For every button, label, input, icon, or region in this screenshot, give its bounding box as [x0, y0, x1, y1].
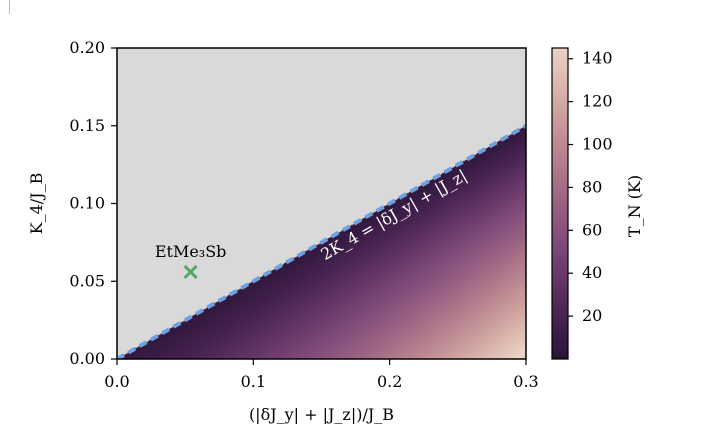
colorbar-gradient: [552, 48, 568, 359]
boundary-line: [117, 124, 526, 359]
colorbar-ticks: 20 40 60 80 100 120 140: [568, 49, 613, 325]
colorbar-tick-label: 40: [582, 263, 602, 282]
colorbar-tick-label: 60: [582, 220, 602, 239]
colorbar-frame: [551, 47, 569, 360]
plot-area: EtMe₃Sb 2K_4 = |δJ_y| + |J_z|: [116, 47, 527, 360]
colorbar-tick-label: 140: [582, 49, 613, 68]
x-tick-label: 0.2: [377, 372, 402, 391]
point-marker-stroke-b: [183, 264, 198, 279]
data-point-marker: [183, 264, 198, 279]
x-tick-label: 0.3: [513, 372, 538, 391]
point-label: EtMe₃Sb: [155, 242, 227, 261]
y-axis-label: K_4/J_B: [27, 173, 46, 235]
y-tick-label: 0.15: [69, 116, 105, 135]
x-tick-label: 0.1: [241, 372, 266, 391]
x-axis-ticks: 0.0 0.1 0.2 0.3: [104, 359, 539, 391]
colorbar: 20 40 60 80 100 120 140 T_N (K): [551, 47, 644, 360]
y-tick-label: 0.20: [69, 38, 105, 57]
window-edge-mark: [9, 0, 10, 14]
colorbar-tick-label: 80: [582, 177, 602, 196]
y-tick-label: 0.10: [69, 194, 105, 213]
heatmap-ordered-region: [117, 48, 526, 359]
y-axis-ticks: 0.00 0.05 0.10 0.15 0.20: [69, 38, 117, 368]
y-tick-label: 0.00: [69, 349, 105, 368]
y-tick-label: 0.05: [69, 271, 105, 290]
x-tick-label: 0.0: [104, 372, 129, 391]
colorbar-tick-label: 120: [582, 92, 613, 111]
colorbar-label: T_N (K): [625, 175, 644, 237]
colorbar-tick-label: 100: [582, 135, 613, 154]
colorbar-tick-label: 20: [582, 306, 602, 325]
x-axis-label: (|δJ_y| + |J_z|)/J_B: [249, 405, 394, 424]
